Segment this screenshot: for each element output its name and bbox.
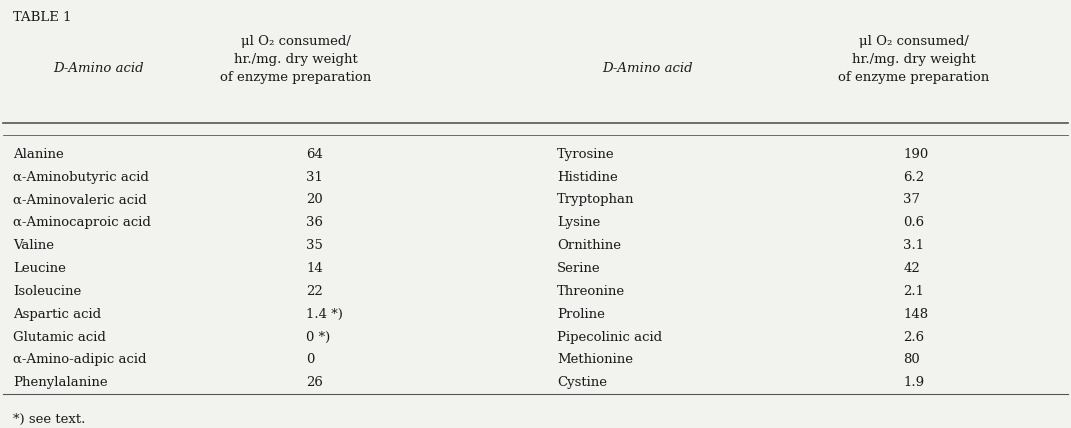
Text: Phenylalanine: Phenylalanine: [14, 376, 108, 389]
Text: 37: 37: [903, 193, 920, 206]
Text: 148: 148: [903, 308, 929, 321]
Text: Leucine: Leucine: [14, 262, 66, 275]
Text: Ornithine: Ornithine: [557, 239, 621, 252]
Text: 26: 26: [306, 376, 323, 389]
Text: 3.1: 3.1: [903, 239, 924, 252]
Text: 2.1: 2.1: [903, 285, 924, 298]
Text: Pipecolinic acid: Pipecolinic acid: [557, 330, 662, 344]
Text: Histidine: Histidine: [557, 170, 618, 184]
Text: 0 *): 0 *): [306, 330, 331, 344]
Text: 22: 22: [306, 285, 323, 298]
Text: Aspartic acid: Aspartic acid: [14, 308, 102, 321]
Text: α-Amino-adipic acid: α-Amino-adipic acid: [14, 354, 147, 366]
Text: Valine: Valine: [14, 239, 55, 252]
Text: Tyrosine: Tyrosine: [557, 148, 615, 160]
Text: 0.6: 0.6: [903, 216, 924, 229]
Text: TABLE 1: TABLE 1: [14, 11, 72, 24]
Text: 35: 35: [306, 239, 323, 252]
Text: 42: 42: [903, 262, 920, 275]
Text: α-Aminovaleric acid: α-Aminovaleric acid: [14, 193, 147, 206]
Text: 20: 20: [306, 193, 323, 206]
Text: *) see text.: *) see text.: [14, 413, 86, 425]
Text: α-Aminocaproic acid: α-Aminocaproic acid: [14, 216, 151, 229]
Text: Cystine: Cystine: [557, 376, 607, 389]
Text: 31: 31: [306, 170, 323, 184]
Text: 14: 14: [306, 262, 323, 275]
Text: 6.2: 6.2: [903, 170, 924, 184]
Text: Alanine: Alanine: [14, 148, 64, 160]
Text: 2.6: 2.6: [903, 330, 924, 344]
Text: Proline: Proline: [557, 308, 605, 321]
Text: 64: 64: [306, 148, 323, 160]
Text: μl O₂ consumed/
hr./mg. dry weight
of enzyme preparation: μl O₂ consumed/ hr./mg. dry weight of en…: [221, 36, 372, 84]
Text: Threonine: Threonine: [557, 285, 625, 298]
Text: 0: 0: [306, 354, 315, 366]
Text: 1.4 *): 1.4 *): [306, 308, 344, 321]
Text: D-Amino acid: D-Amino acid: [54, 62, 144, 75]
Text: D-Amino acid: D-Amino acid: [602, 62, 693, 75]
Text: 36: 36: [306, 216, 323, 229]
Text: Methionine: Methionine: [557, 354, 633, 366]
Text: Tryptophan: Tryptophan: [557, 193, 634, 206]
Text: Isoleucine: Isoleucine: [14, 285, 81, 298]
Text: 190: 190: [903, 148, 929, 160]
Text: α-Aminobutyric acid: α-Aminobutyric acid: [14, 170, 149, 184]
Text: μl O₂ consumed/
hr./mg. dry weight
of enzyme preparation: μl O₂ consumed/ hr./mg. dry weight of en…: [839, 36, 990, 84]
Text: Serine: Serine: [557, 262, 601, 275]
Text: Lysine: Lysine: [557, 216, 600, 229]
Text: 1.9: 1.9: [903, 376, 924, 389]
Text: Glutamic acid: Glutamic acid: [14, 330, 106, 344]
Text: 80: 80: [903, 354, 920, 366]
